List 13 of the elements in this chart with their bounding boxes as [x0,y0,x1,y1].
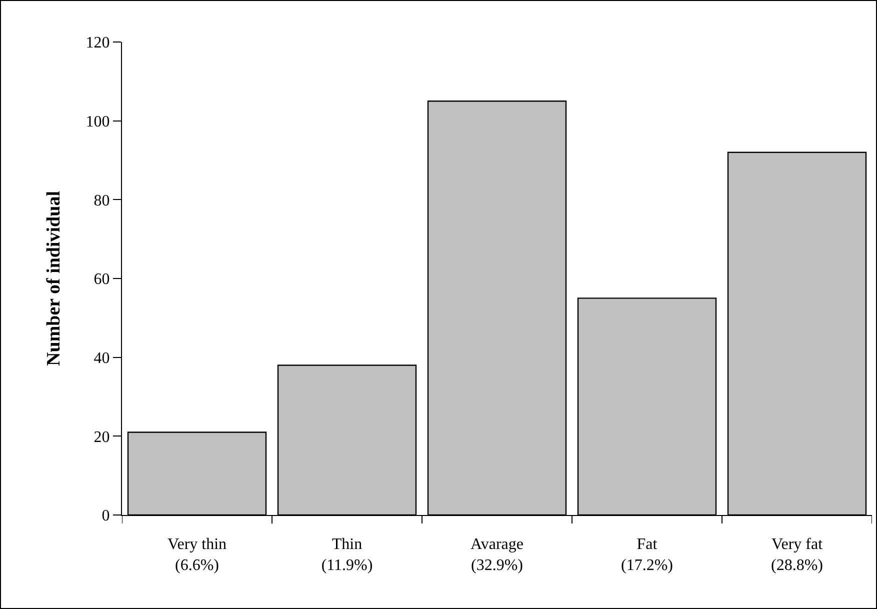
x-tick-label: Very thin (6.6%) [167,536,227,574]
y-axis-title: Number of individual [44,191,65,366]
y-tick-label: 0 [102,508,110,525]
y-tick-label: 80 [94,192,110,210]
y-tick-label: 100 [86,113,110,130]
y-tick-label: 20 [94,428,110,446]
x-tick-label: Thin (11.9%) [321,536,373,574]
y-tick-label: 60 [94,271,110,288]
y-tick-label: 120 [86,34,110,52]
y-tick-label: 40 [94,350,110,367]
x-tick-label: Avarage (32.9%) [470,536,524,574]
x-tick-label: Very fat (28.8%) [771,536,824,574]
x-tick-label: Fat (17.2%) [621,536,673,574]
